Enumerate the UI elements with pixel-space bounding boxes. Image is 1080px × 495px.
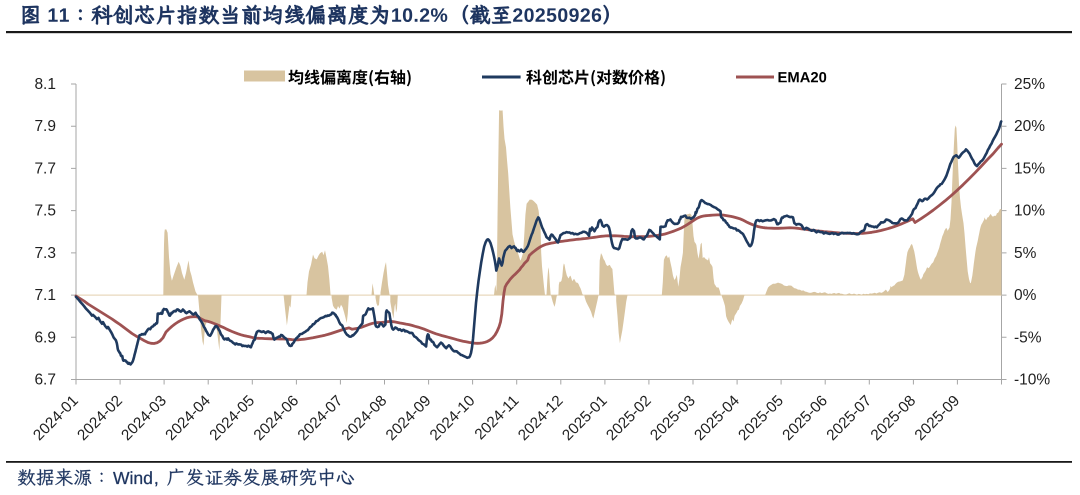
svg-text:0%: 0% — [1014, 287, 1037, 304]
svg-text:7.7: 7.7 — [34, 160, 56, 177]
svg-text:25%: 25% — [1014, 76, 1045, 93]
svg-text:15%: 15% — [1014, 160, 1045, 177]
svg-text:20%: 20% — [1014, 118, 1045, 135]
svg-text:8.1: 8.1 — [34, 76, 56, 93]
svg-text:7.1: 7.1 — [34, 287, 56, 304]
svg-text:7.9: 7.9 — [34, 118, 56, 135]
svg-text:6.9: 6.9 — [34, 329, 56, 346]
svg-text:-5%: -5% — [1014, 329, 1042, 346]
svg-text:-10%: -10% — [1014, 372, 1050, 389]
svg-text:5%: 5% — [1014, 245, 1037, 262]
svg-text:7.3: 7.3 — [34, 245, 56, 262]
svg-text:10%: 10% — [1014, 203, 1045, 220]
svg-text:6.7: 6.7 — [34, 372, 56, 389]
svg-text:7.5: 7.5 — [34, 203, 56, 220]
